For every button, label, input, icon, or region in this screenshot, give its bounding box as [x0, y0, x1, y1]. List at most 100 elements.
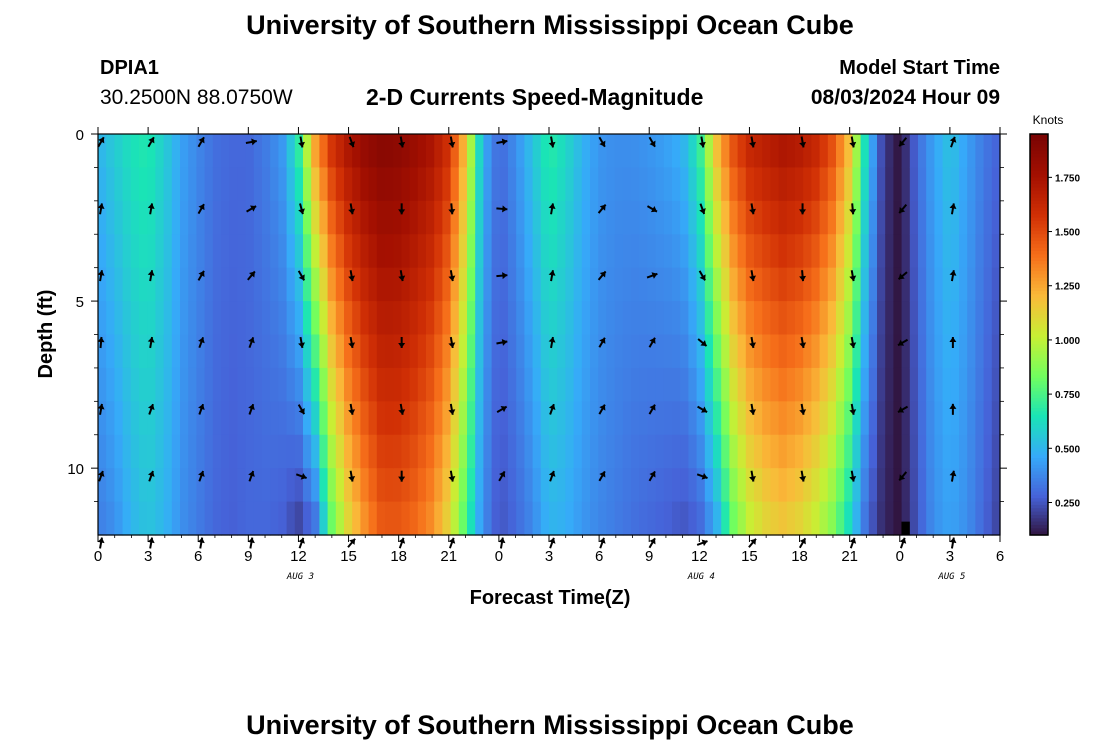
heatmap-cell: [614, 468, 624, 503]
heatmap-cell: [409, 134, 419, 169]
heatmap-cell: [762, 234, 771, 269]
heatmap-cell: [565, 234, 575, 269]
heatmap-cell: [163, 267, 173, 302]
heatmap-cell: [680, 401, 689, 436]
heatmap-cell: [196, 234, 206, 269]
heatmap-cell: [409, 367, 419, 402]
heatmap-cell: [467, 334, 476, 369]
heatmap-cell: [844, 134, 853, 169]
heatmap-cell: [950, 501, 960, 536]
heatmap-cell: [450, 501, 460, 536]
colorbar-swatch: [1030, 384, 1048, 389]
heatmap-cell: [581, 334, 591, 369]
heatmap-cell: [672, 468, 681, 503]
current-vector-arrow: [799, 136, 807, 148]
heatmap-cell: [811, 134, 821, 169]
heatmap-cell: [319, 301, 329, 336]
current-vector-arrow: [598, 470, 606, 482]
heatmap-cell: [499, 367, 509, 402]
colorbar-swatch: [1030, 494, 1048, 499]
heatmap-cell: [573, 434, 583, 469]
heatmap-cell: [524, 401, 534, 436]
heatmap-cell: [655, 501, 665, 536]
heatmap-cell: [663, 434, 673, 469]
heatmap-cell: [606, 301, 616, 336]
colorbar-swatch: [1030, 364, 1048, 369]
heatmap-cell: [950, 401, 960, 436]
heatmap-cell: [516, 501, 525, 536]
heatmap-cell: [434, 234, 443, 269]
heatmap-cell: [745, 468, 755, 503]
colorbar-swatch: [1030, 277, 1048, 282]
heatmap-cell: [393, 468, 402, 503]
heatmap-cell: [729, 234, 739, 269]
heatmap-cell: [188, 301, 197, 336]
heatmap-cell: [368, 367, 378, 402]
heatmap-cell: [180, 234, 189, 269]
heatmap-cell: [426, 468, 435, 503]
heatmap-cell: [467, 468, 476, 503]
heatmap-cell: [852, 267, 862, 302]
current-vector-arrow: [295, 473, 307, 480]
heatmap-cell: [344, 401, 353, 436]
heatmap-cell: [721, 267, 730, 302]
heatmap-cell: [663, 468, 673, 503]
heatmap-cell: [344, 334, 353, 369]
current-vector-arrow: [398, 403, 406, 415]
heatmap-cell: [893, 434, 903, 469]
heatmap-cell: [713, 501, 722, 536]
heatmap-cell: [819, 267, 829, 302]
heatmap-cell: [721, 401, 730, 436]
colorbar-swatch: [1030, 154, 1048, 158]
heatmap-cell: [385, 267, 394, 302]
heatmap-cell: [508, 434, 517, 469]
heatmap-cell: [508, 134, 517, 169]
current-vector-arrow: [298, 336, 305, 349]
colorbar-swatch: [1030, 478, 1048, 483]
heatmap-cell: [893, 468, 903, 503]
heatmap-cell: [868, 267, 878, 302]
heatmap-cell: [983, 367, 993, 402]
colorbar-swatch: [1030, 140, 1048, 145]
x-tick-label: 0: [94, 548, 102, 565]
heatmap-cell: [147, 267, 156, 302]
heatmap-cell: [221, 401, 230, 436]
heatmap-cell: [524, 234, 534, 269]
heatmap-cell: [352, 434, 361, 469]
current-vector-arrow: [197, 136, 205, 148]
x-tick-label: 3: [144, 548, 152, 565]
heatmap-cell: [795, 367, 804, 402]
heatmap-cell: [811, 167, 821, 202]
heatmap-cell: [458, 267, 468, 302]
heatmap-cell: [836, 234, 845, 269]
current-vector-arrow: [696, 473, 708, 480]
heatmap-cell: [130, 468, 140, 503]
heatmap-cell: [245, 134, 255, 169]
heatmap-cell: [827, 468, 837, 503]
current-vector-arrow: [398, 136, 406, 148]
heatmap-cell: [606, 501, 616, 536]
current-vector-arrow: [398, 337, 406, 348]
heatmap-cell: [844, 367, 853, 402]
heatmap-cell: [754, 134, 763, 169]
current-vector-arrow: [548, 537, 556, 549]
heatmap-cell: [991, 367, 1001, 402]
heatmap-cell: [303, 334, 312, 369]
colorbar-swatch: [1030, 367, 1048, 372]
heatmap-cell: [581, 367, 591, 402]
heatmap-cell: [155, 367, 165, 402]
heatmap-cell: [663, 167, 673, 202]
heatmap-cell: [934, 468, 944, 503]
heatmap-cell: [221, 501, 230, 536]
heatmap-cell: [524, 434, 534, 469]
heatmap-cell: [704, 501, 714, 536]
heatmap-cell: [770, 301, 780, 336]
heatmap-cell: [778, 468, 788, 503]
heatmap-cell: [385, 200, 394, 235]
heatmap-cell: [918, 434, 927, 469]
heatmap-cell: [532, 401, 542, 436]
heatmap-cell: [622, 234, 632, 269]
heatmap-cell: [663, 334, 673, 369]
heatmap-cell: [844, 468, 853, 503]
heatmap-cell: [950, 334, 960, 369]
